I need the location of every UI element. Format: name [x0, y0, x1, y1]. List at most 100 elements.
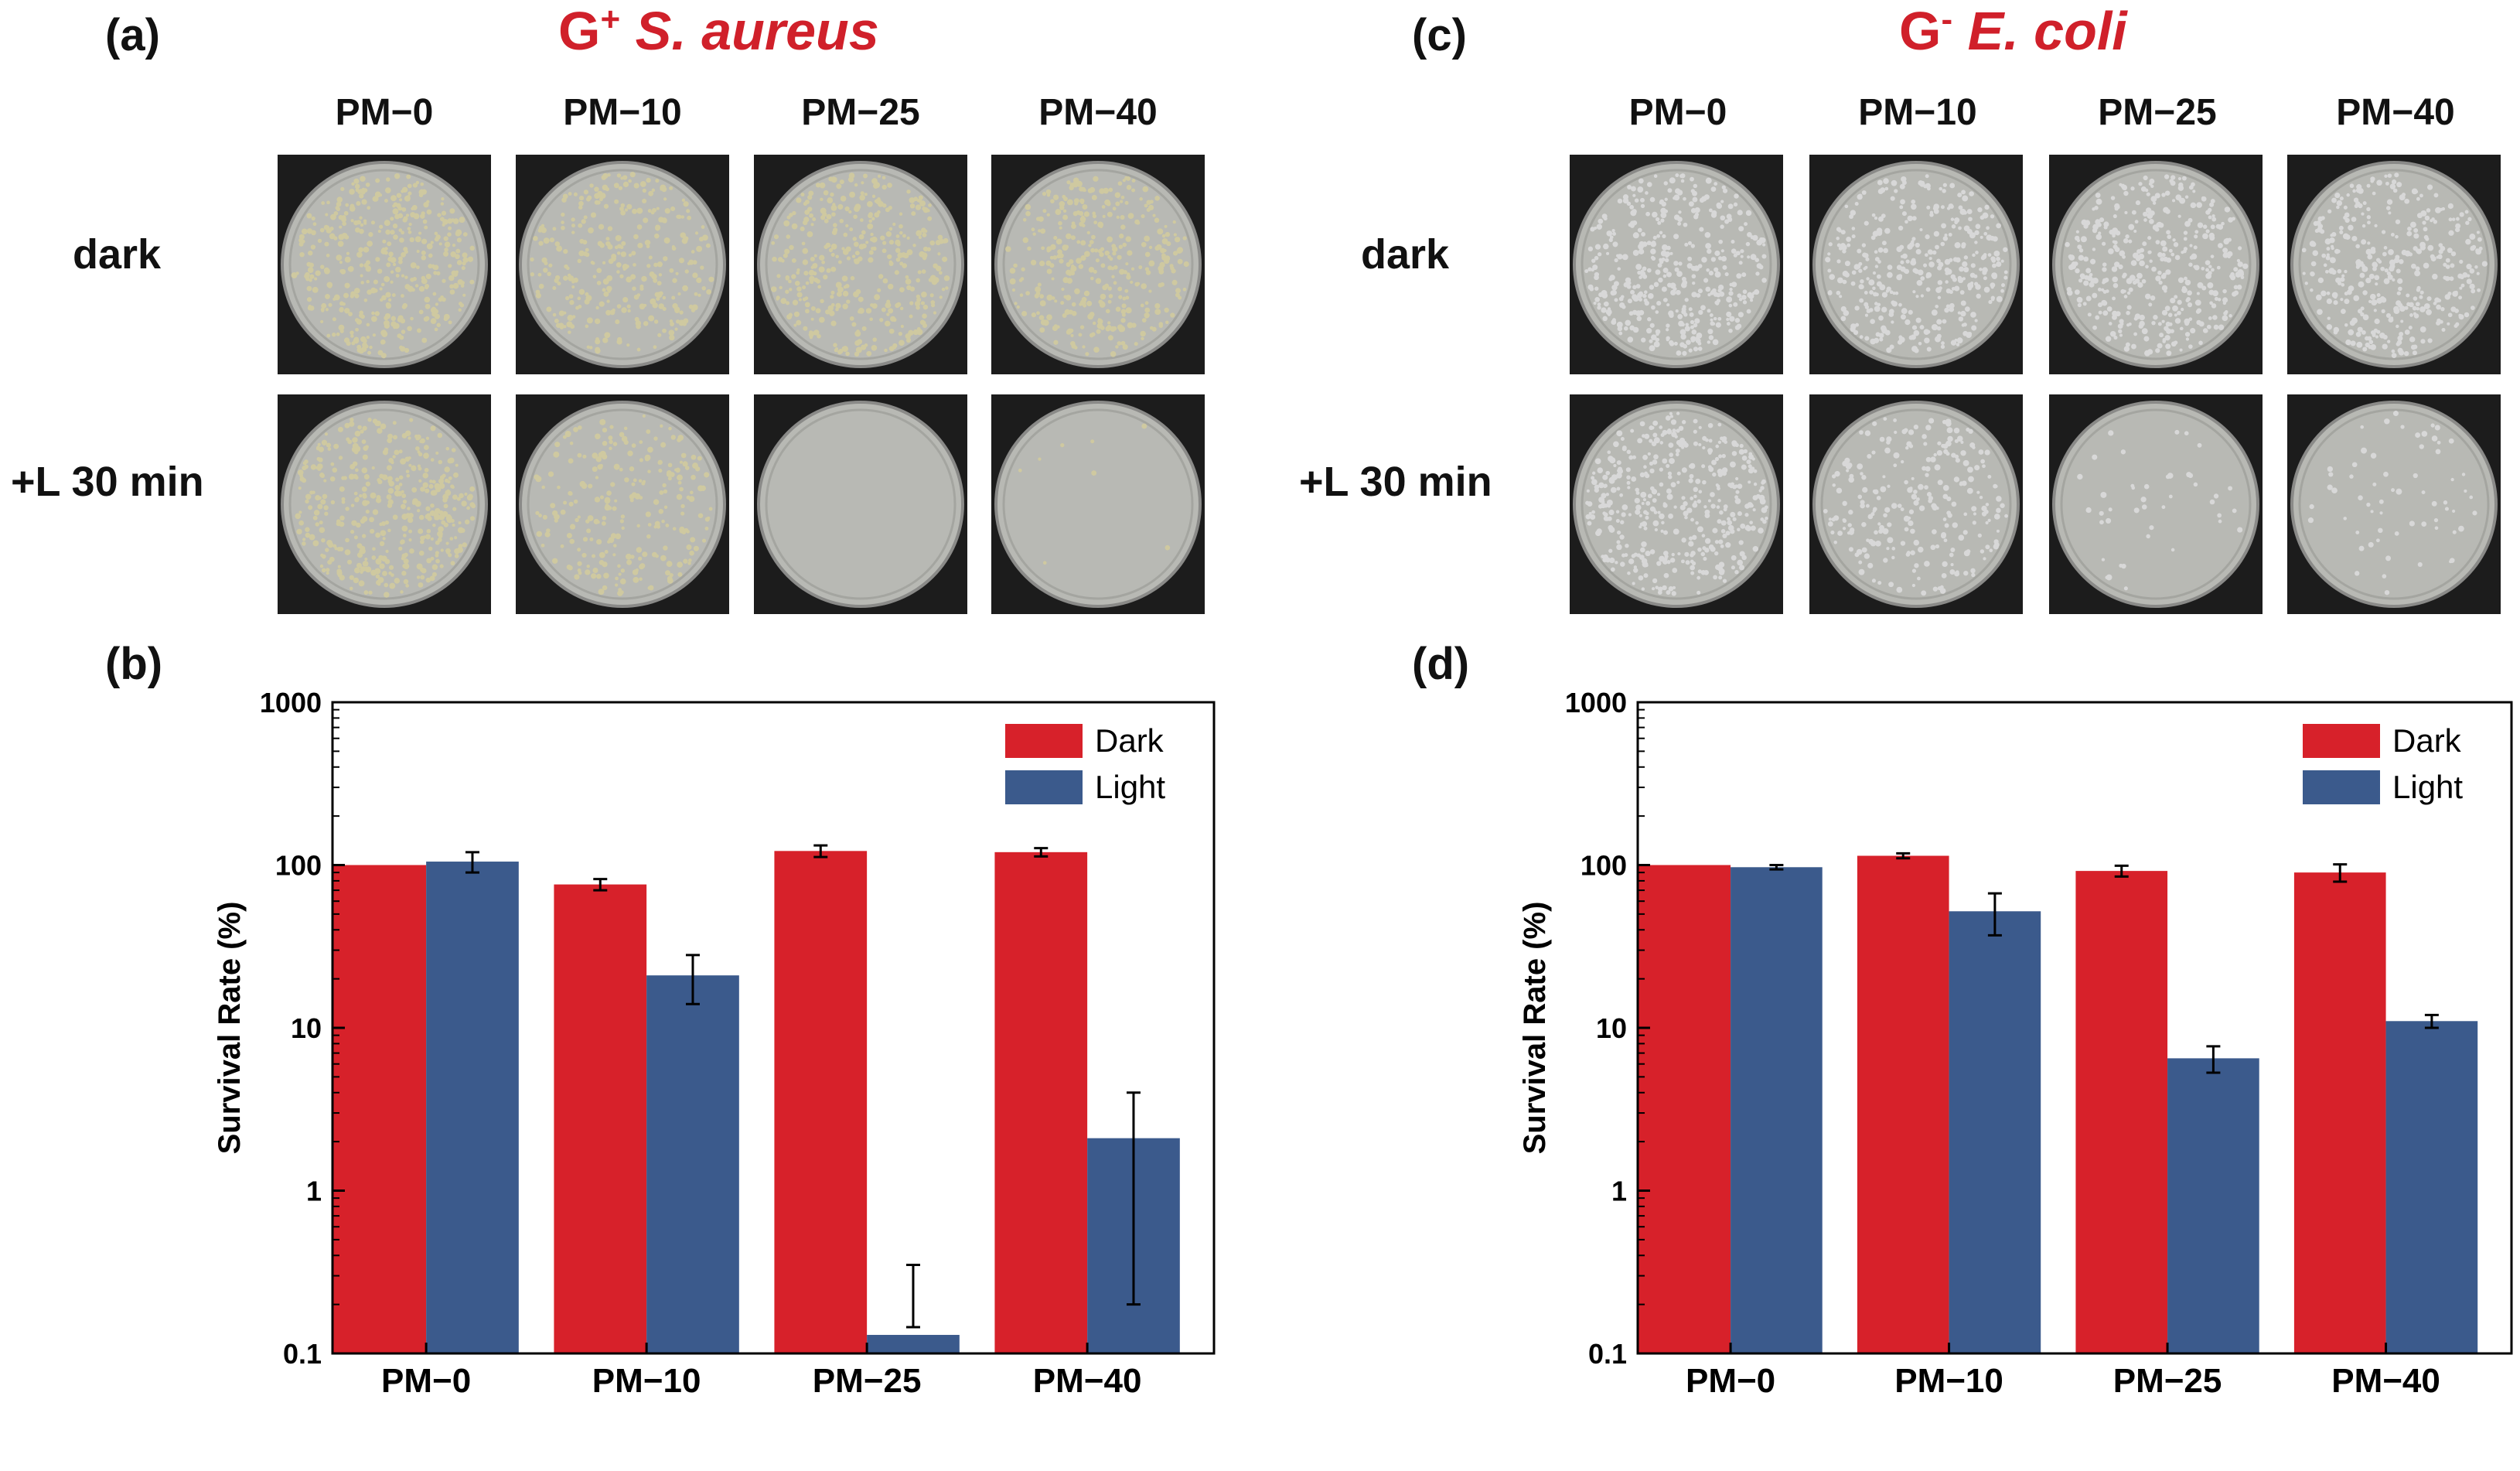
colony: [1639, 525, 1642, 529]
colony: [1708, 439, 1713, 443]
colony: [416, 575, 421, 579]
colony: [363, 221, 367, 225]
dish-inner-ring: [2060, 169, 2252, 360]
colony: [1637, 270, 1642, 275]
colony: [1986, 226, 1990, 230]
colony: [1925, 234, 1930, 240]
colony: [1082, 204, 1088, 210]
colony: [2102, 267, 2107, 272]
colony: [859, 194, 865, 201]
colony: [1120, 340, 1126, 346]
colony: [624, 208, 629, 212]
colony: [333, 236, 338, 241]
colony: [2174, 313, 2177, 317]
colony: [2161, 505, 2166, 510]
colony: [585, 292, 589, 296]
colony: [1899, 244, 1904, 250]
colony: [359, 493, 363, 498]
colony: [2415, 266, 2420, 271]
colony: [1721, 185, 1726, 189]
colony: [422, 482, 428, 488]
colony: [1648, 293, 1654, 299]
colony: [409, 548, 414, 554]
colony: [1875, 540, 1881, 547]
colony: [2217, 243, 2223, 249]
colony: [909, 314, 913, 319]
colony: [1691, 274, 1696, 279]
colony: [1869, 308, 1874, 312]
colony: [2434, 526, 2439, 531]
colony: [1707, 329, 1714, 335]
colony: [1070, 235, 1076, 241]
colony: [2427, 338, 2433, 343]
colony: [2344, 269, 2348, 274]
colony: [1945, 304, 1950, 309]
colony: [596, 538, 602, 545]
colony: [1916, 279, 1923, 286]
colony: [1980, 255, 1986, 261]
colony: [1925, 466, 1931, 472]
colony: [2099, 510, 2104, 516]
colony: [598, 551, 605, 558]
colony: [449, 289, 455, 295]
colony: [2222, 247, 2228, 254]
colony: [2111, 266, 2118, 272]
colony: [2085, 268, 2092, 274]
colony: [848, 172, 855, 179]
colony: [1933, 452, 1937, 457]
colony: [836, 291, 842, 297]
colony: [691, 250, 695, 254]
colony: [1717, 499, 1721, 503]
colony: [1829, 274, 1836, 280]
colony: [1124, 176, 1128, 180]
colony: [1127, 322, 1134, 329]
colony: [418, 582, 424, 588]
colony: [1874, 530, 1878, 535]
colony: [2137, 282, 2143, 288]
colony: [1729, 461, 1736, 468]
colony: [1908, 309, 1913, 315]
bar-light: [867, 1335, 960, 1353]
colony: [375, 574, 380, 579]
colony: [2121, 184, 2127, 190]
colony: [562, 193, 568, 200]
colony: [1597, 302, 1601, 306]
colony: [319, 564, 324, 568]
colony: [1690, 319, 1695, 325]
colony: [1669, 415, 1673, 418]
colony: [1613, 463, 1617, 468]
colony: [372, 547, 376, 551]
colony: [2196, 292, 2200, 295]
colony: [1721, 453, 1726, 459]
colony: [2218, 324, 2225, 330]
colony: [1926, 346, 1932, 352]
colony: [2076, 296, 2083, 303]
colony: [1113, 281, 1117, 285]
colony: [348, 312, 353, 316]
colony: [1705, 243, 1711, 249]
colony: [636, 224, 643, 230]
colony: [906, 236, 910, 240]
colony: [2338, 225, 2344, 230]
colony: [1647, 452, 1651, 456]
colony: [398, 449, 403, 454]
colony: [1655, 585, 1659, 589]
colony: [2362, 290, 2368, 295]
colony: [1662, 429, 1668, 435]
colony: [2343, 517, 2347, 520]
colony: [436, 323, 441, 327]
colony: [2392, 278, 2396, 282]
colony: [306, 261, 312, 267]
legend-label: Dark: [2392, 722, 2462, 759]
colony: [1903, 428, 1908, 433]
colony: [311, 230, 316, 236]
colony: [622, 181, 629, 188]
colony: [1718, 239, 1724, 244]
colony: [1962, 330, 1969, 336]
colony: [1642, 454, 1649, 460]
colony: [2177, 299, 2182, 305]
colony: [1945, 280, 1949, 284]
colony: [895, 247, 901, 254]
colony: [2222, 288, 2227, 294]
colony: [449, 208, 455, 214]
